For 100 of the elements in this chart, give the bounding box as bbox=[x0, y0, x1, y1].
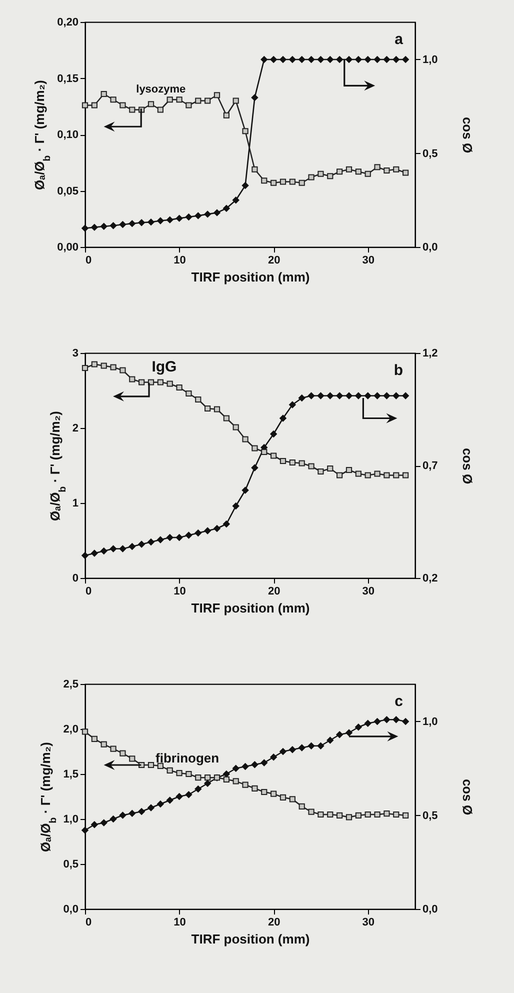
y2-tick-label: 0,5 bbox=[422, 810, 438, 822]
point bbox=[346, 392, 352, 400]
point bbox=[232, 98, 239, 104]
point bbox=[355, 724, 362, 731]
point bbox=[384, 472, 390, 478]
point bbox=[157, 800, 164, 808]
point bbox=[308, 742, 315, 750]
point bbox=[374, 718, 381, 725]
point bbox=[128, 220, 136, 227]
point bbox=[298, 394, 306, 402]
point bbox=[251, 761, 258, 768]
point bbox=[252, 785, 258, 792]
point bbox=[336, 472, 343, 478]
y2-tick-label: 1,0 bbox=[422, 716, 438, 728]
point bbox=[91, 224, 98, 231]
point bbox=[364, 472, 371, 478]
point bbox=[148, 101, 154, 108]
point bbox=[402, 472, 409, 478]
point bbox=[100, 222, 108, 230]
y-tick-label: 0,0 bbox=[63, 904, 78, 916]
point bbox=[270, 56, 277, 63]
point bbox=[129, 756, 136, 762]
point bbox=[355, 392, 362, 400]
point bbox=[194, 212, 202, 220]
x-tick-label: 30 bbox=[362, 586, 374, 598]
point bbox=[327, 173, 334, 180]
point bbox=[194, 786, 202, 792]
x-tick-label: 0 bbox=[86, 586, 92, 598]
point bbox=[223, 204, 230, 212]
x-axis-title: TIRF position (mm) bbox=[191, 932, 310, 946]
point bbox=[100, 741, 107, 748]
point bbox=[119, 812, 126, 819]
point bbox=[346, 814, 352, 820]
y-tick-label: 0,00 bbox=[57, 242, 78, 254]
point bbox=[138, 219, 145, 226]
point bbox=[336, 392, 343, 400]
x-tick-label: 30 bbox=[362, 916, 374, 928]
point bbox=[242, 782, 248, 788]
point bbox=[364, 170, 371, 177]
point bbox=[298, 744, 306, 752]
point bbox=[261, 788, 268, 796]
annotation: a bbox=[394, 31, 404, 48]
point bbox=[204, 780, 211, 787]
point bbox=[82, 364, 88, 372]
point bbox=[298, 460, 305, 466]
point bbox=[91, 102, 98, 108]
point bbox=[110, 222, 117, 230]
point bbox=[402, 56, 409, 63]
point bbox=[119, 545, 126, 552]
point bbox=[176, 770, 182, 776]
point bbox=[232, 764, 240, 772]
y2-tick-label: 0,5 bbox=[422, 148, 438, 160]
point bbox=[317, 392, 324, 400]
point bbox=[185, 532, 192, 539]
point bbox=[176, 214, 183, 222]
point bbox=[336, 731, 343, 738]
x-tick-label: 10 bbox=[174, 586, 186, 598]
point bbox=[232, 502, 240, 510]
point bbox=[326, 56, 334, 63]
y2-tick-label: 0,7 bbox=[422, 460, 438, 472]
point bbox=[166, 216, 174, 224]
point bbox=[336, 812, 343, 818]
point bbox=[232, 196, 240, 204]
point bbox=[232, 424, 239, 430]
point bbox=[195, 774, 202, 781]
point bbox=[194, 530, 202, 536]
point bbox=[280, 748, 286, 755]
annotation: c bbox=[394, 693, 403, 710]
point bbox=[185, 214, 192, 220]
y-tick-label: 1 bbox=[72, 498, 78, 510]
point bbox=[204, 527, 211, 534]
y2-axis-title: cos Ø bbox=[460, 778, 475, 816]
y-tick-label: 1,0 bbox=[63, 814, 78, 826]
point bbox=[176, 534, 183, 541]
point bbox=[318, 468, 324, 475]
point bbox=[195, 98, 202, 104]
point bbox=[280, 178, 286, 185]
point bbox=[317, 56, 324, 63]
point bbox=[346, 729, 352, 736]
point bbox=[364, 720, 372, 727]
point bbox=[100, 548, 108, 554]
point bbox=[232, 778, 239, 784]
point bbox=[223, 770, 230, 778]
point bbox=[355, 470, 362, 477]
point bbox=[392, 56, 400, 63]
point bbox=[214, 525, 220, 532]
point bbox=[110, 96, 116, 103]
point bbox=[355, 812, 362, 818]
point bbox=[289, 796, 296, 802]
y-tick-label: 0,5 bbox=[63, 858, 78, 870]
point bbox=[195, 396, 202, 403]
point bbox=[355, 56, 362, 63]
y-tick-label: 1,5 bbox=[63, 768, 78, 780]
point bbox=[270, 430, 277, 438]
point bbox=[402, 392, 409, 400]
point bbox=[298, 803, 305, 810]
point bbox=[186, 390, 192, 397]
point bbox=[91, 550, 98, 557]
point bbox=[166, 534, 174, 541]
y2-tick-label: 0,0 bbox=[422, 242, 438, 254]
